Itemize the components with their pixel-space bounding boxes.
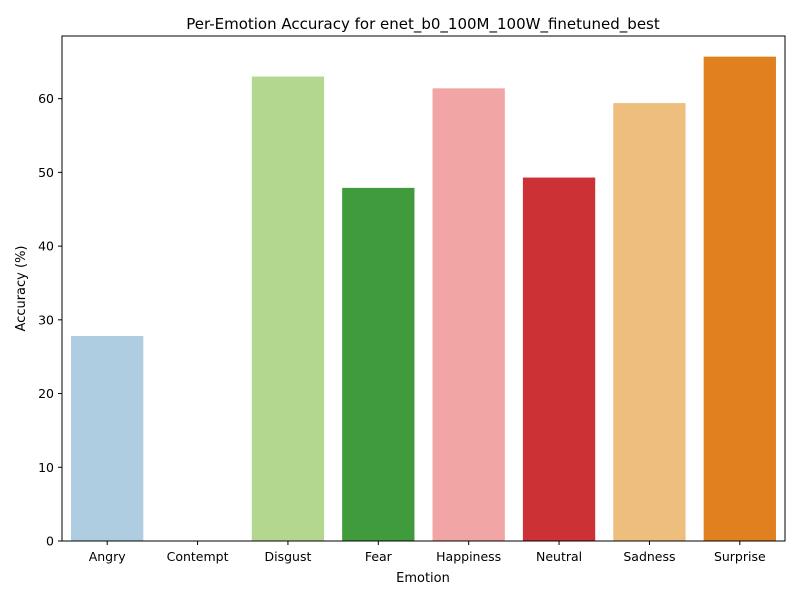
y-tick-label-50: 50 bbox=[38, 165, 54, 180]
bar-happiness bbox=[432, 88, 505, 541]
y-tick-label-20: 20 bbox=[38, 386, 54, 401]
x-axis: Angry Contempt Disgust Fear Happiness Neutral… bbox=[89, 541, 766, 564]
plot-frame bbox=[61, 35, 786, 542]
bar-angry bbox=[71, 336, 144, 541]
y-tick-label-30: 30 bbox=[38, 312, 54, 327]
y-tick-label-0: 0 bbox=[46, 534, 54, 549]
bar-surprise bbox=[703, 56, 776, 541]
y-tick-label-60: 60 bbox=[38, 91, 54, 106]
x-tick-label-angry: Angry bbox=[89, 549, 127, 564]
x-tick-label-disgust: Disgust bbox=[264, 549, 311, 564]
bar-neutral bbox=[522, 177, 596, 542]
bar-disgust bbox=[251, 76, 325, 541]
y-axis: 0 10 20 30 40 50 60 bbox=[38, 91, 62, 549]
x-tick-label-happiness: Happiness bbox=[436, 549, 501, 564]
y-tick-label-40: 40 bbox=[38, 239, 54, 254]
y-tick-label-10: 10 bbox=[38, 460, 54, 475]
x-tick-label-contempt: Contempt bbox=[167, 549, 229, 564]
bars-group bbox=[71, 56, 776, 542]
chart-title: Per-Emotion Accuracy for enet_b0_100M_10… bbox=[186, 15, 660, 34]
x-tick-label-surprise: Surprise bbox=[714, 549, 766, 564]
bar-fear bbox=[342, 187, 415, 542]
x-tick-label-neutral: Neutral bbox=[536, 549, 582, 564]
x-axis-label: Emotion bbox=[396, 571, 450, 586]
x-tick-label-fear: Fear bbox=[365, 549, 393, 564]
y-axis-label: Accuracy (%) bbox=[14, 246, 29, 332]
bar-sadness bbox=[613, 103, 686, 542]
x-tick-label-sadness: Sadness bbox=[623, 549, 675, 564]
